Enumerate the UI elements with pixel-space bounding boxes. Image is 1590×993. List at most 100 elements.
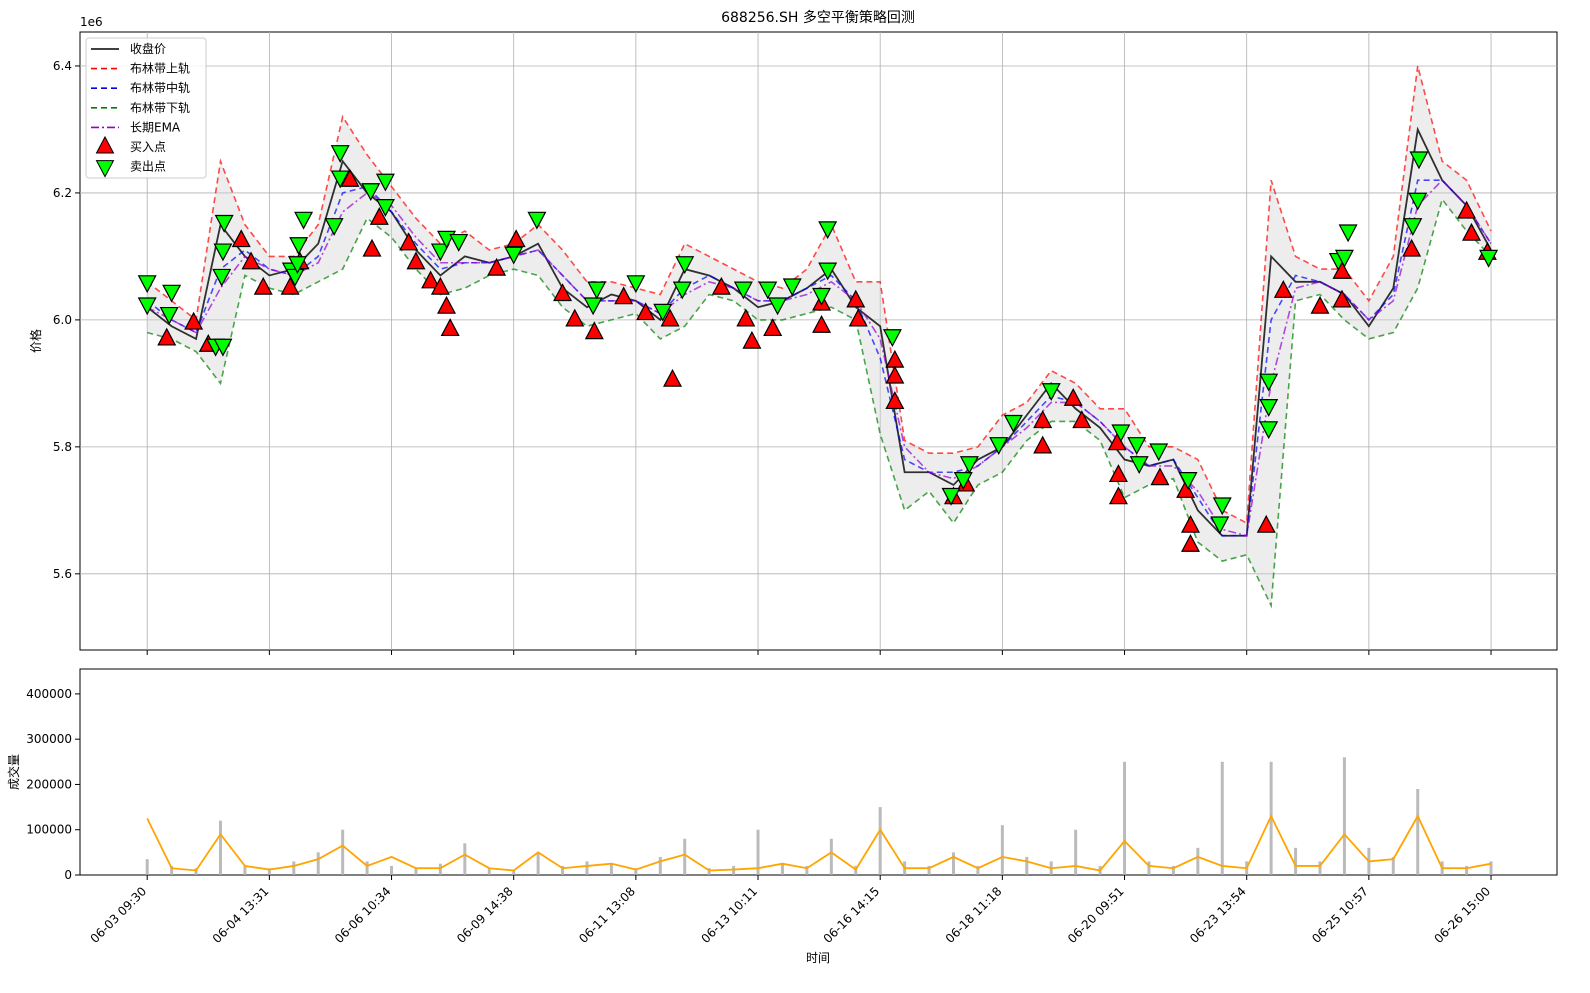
volume-bar (365, 861, 369, 875)
buy-point (1108, 486, 1128, 505)
sell-point (733, 281, 753, 300)
legend-marker (95, 135, 115, 154)
volume-bar (438, 863, 442, 875)
sell-point (758, 281, 778, 300)
volume-bar (536, 852, 540, 875)
volume-bar (1269, 761, 1273, 875)
legend-label: 长期EMA (130, 120, 181, 134)
buy-point (280, 276, 300, 295)
volume-bar (267, 868, 271, 875)
buy-point (437, 295, 456, 314)
volume-bar (390, 865, 394, 875)
sell-point (330, 145, 350, 163)
volume-bar (1025, 856, 1029, 875)
sell-point (324, 218, 344, 236)
sell-point (1111, 424, 1131, 443)
chart-title: 688256.SH 多空平衡策略回测 (721, 9, 915, 26)
sell-point (527, 211, 547, 230)
volume-bar (414, 868, 418, 875)
buy-point (1033, 435, 1053, 454)
volume-bar (243, 865, 247, 875)
buy-point (1150, 467, 1170, 486)
buy-point (1310, 295, 1330, 314)
sell-point (587, 281, 607, 300)
sell-point (504, 246, 524, 265)
sell-point (1210, 516, 1230, 535)
volume-bar (805, 865, 809, 875)
buy-point (487, 257, 507, 276)
sell-point (137, 275, 157, 294)
buy-point (885, 365, 905, 384)
volume-bar (585, 861, 589, 875)
volume-bar (1391, 856, 1395, 875)
volume-bar (1074, 829, 1078, 875)
volume-bar (829, 838, 833, 875)
sell-point (361, 183, 381, 202)
x-tick-label: 06-16 14:15 (821, 884, 883, 946)
sell-point (882, 329, 902, 348)
buy-point (711, 276, 731, 295)
sell-point (1149, 443, 1169, 462)
volume-bar (1318, 861, 1322, 875)
series-line (146, 65, 1492, 525)
buy-point (1108, 464, 1128, 483)
sell-point (289, 237, 309, 255)
x-tick-label: 06-18 11:18 (943, 884, 1005, 946)
x-tick-label: 06-20 09:51 (1065, 884, 1127, 946)
y-tick-label: 300000 (26, 732, 72, 746)
sell-point (162, 284, 182, 303)
volume-bar (609, 863, 613, 875)
sell-point (213, 338, 233, 357)
volume-bar (732, 865, 736, 875)
volume-bar (927, 865, 931, 875)
buy-point (362, 238, 382, 257)
sell-point (1479, 249, 1499, 268)
sell-point (812, 287, 832, 306)
sell-point (1129, 456, 1149, 475)
buy-point (1176, 480, 1196, 498)
x-tick-label: 06-06 10:34 (332, 884, 394, 946)
volume-bar (170, 865, 174, 875)
y-axis-label: 成交量 (6, 754, 21, 790)
x-tick-label: 06-26 15:00 (1431, 884, 1493, 946)
sell-point (626, 275, 646, 294)
sell-point (212, 268, 232, 287)
volume-bar (878, 807, 882, 875)
buy-point (1181, 533, 1200, 552)
buy-point (241, 251, 261, 270)
x-tick-label: 06-09 14:38 (454, 884, 516, 946)
volume-bar (316, 852, 320, 875)
sell-point (287, 256, 307, 275)
legend-label: 布林带下轨 (130, 101, 190, 115)
sell-point (330, 170, 350, 189)
y-tick-label: 200000 (26, 777, 72, 791)
volume-bar (1489, 861, 1493, 875)
y-axis-label: 价格 (28, 329, 43, 353)
volume-bar (1171, 865, 1175, 875)
volume-bar (951, 852, 955, 875)
sell-point (1408, 192, 1428, 211)
x-tick-label: 06-25 10:57 (1309, 884, 1371, 946)
volume-bar (1123, 761, 1127, 875)
sell-point (159, 306, 179, 325)
sell-point (430, 243, 450, 262)
sell-point (1003, 414, 1023, 433)
buy-point (369, 207, 389, 225)
y-tick-label: 5.8 (53, 440, 72, 454)
y-tick-label: 6.2 (53, 186, 72, 200)
y-tick-label: 0 (64, 868, 72, 882)
buy-point (1072, 410, 1092, 429)
buy-point (565, 308, 585, 327)
volume-bar (634, 868, 638, 875)
buy-point (231, 229, 251, 248)
buy-point (812, 314, 832, 333)
buy-point (440, 318, 460, 337)
x-tick-label: 06-04 13:31 (210, 884, 272, 946)
legend-label: 收盘价 (130, 41, 166, 56)
buy-point (1332, 289, 1352, 308)
volume-bar (683, 838, 687, 875)
buy-point (553, 283, 573, 302)
legend-box (85, 37, 207, 179)
buy-point (157, 327, 177, 346)
